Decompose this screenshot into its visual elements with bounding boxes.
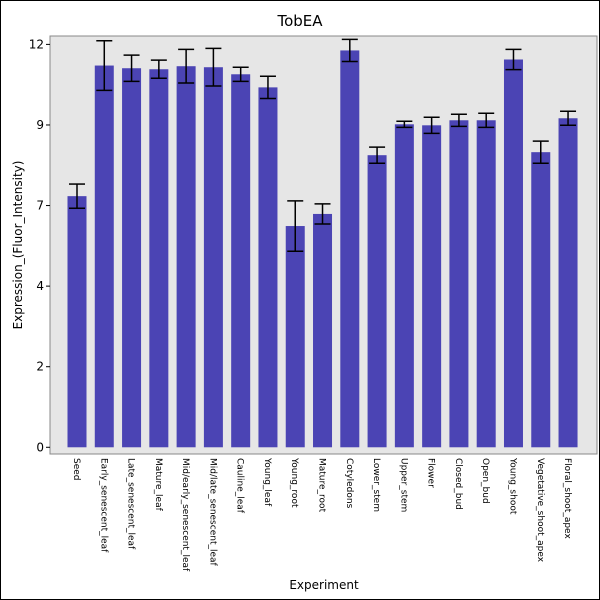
x-tick-label: Late_senescent_leaf (126, 458, 136, 550)
bar (531, 152, 551, 448)
x-tick-label: Flower (426, 458, 436, 488)
error-bar (123, 54, 140, 83)
error-bar (69, 183, 85, 209)
x-tick-label: Mature_leaf (153, 458, 163, 512)
error-bar (287, 200, 304, 252)
x-tick-label: Vegetative_shoot_apex (535, 458, 545, 563)
y-tick-label: 7 (36, 199, 44, 213)
bar (503, 59, 523, 448)
x-tick-label: Open_bud (480, 458, 490, 504)
x-tick-label: Mid/early_senescent_leaf (180, 458, 190, 572)
bar (122, 68, 142, 448)
x-tick-label: Young_root (289, 457, 299, 508)
error-bar (96, 39, 113, 92)
bar (176, 66, 196, 448)
error-bar (450, 113, 467, 128)
bar (476, 120, 496, 448)
bar (313, 213, 333, 448)
x-tick-label: Young_leaf (262, 457, 272, 507)
error-bar (369, 146, 386, 164)
x-tick-label: Young_shoot (507, 457, 517, 515)
x-tick-label: Early_senescent_leaf (98, 458, 108, 553)
y-tick-label: 4 (36, 279, 44, 293)
bar (367, 155, 387, 448)
error-bar (505, 48, 522, 71)
bar (149, 69, 169, 448)
error-bar (560, 110, 577, 127)
x-tick-label: Mid/late_senescent_leaf (207, 458, 217, 567)
error-bar (205, 47, 222, 87)
bar (258, 87, 278, 448)
y-tick-label: 0 (36, 440, 44, 454)
y-tick-label: 9 (36, 118, 44, 132)
x-tick-label: Closed_bud (453, 458, 463, 510)
bar (558, 118, 578, 448)
x-tick-label: Mature_root (317, 458, 327, 513)
error-bar (423, 116, 440, 135)
error-bar (532, 140, 549, 164)
error-bar (341, 38, 358, 63)
y-tick-label: 12 (29, 37, 44, 51)
x-tick-label: Floral_shoot_apex (562, 458, 572, 539)
y-tick-label: 2 (36, 360, 44, 374)
error-bar (396, 120, 413, 129)
error-bar (259, 75, 276, 100)
bar (67, 196, 87, 448)
error-bar (150, 59, 167, 80)
bar (231, 74, 251, 448)
bar (285, 226, 305, 448)
x-axis-label: Experiment (289, 578, 359, 592)
bar (449, 120, 469, 448)
error-bar (232, 66, 249, 83)
bar (422, 125, 442, 448)
error-bar (178, 48, 195, 84)
chart-title: TobEA (276, 12, 323, 30)
bar (203, 67, 223, 448)
x-tick-label: Cauline_leaf (235, 458, 245, 514)
error-bar (314, 203, 331, 225)
x-tick-label: Lower_stem (371, 458, 381, 512)
x-tick-label: Seed (71, 458, 81, 481)
bar (394, 124, 414, 448)
bar (340, 50, 360, 448)
error-bar (478, 112, 495, 129)
x-tick-label: Upper_stem (398, 458, 408, 512)
bar (94, 65, 114, 448)
y-axis-label: Expression_(Fluor_Intensity) (11, 161, 25, 330)
x-tick-label: Cotyledons (344, 458, 354, 509)
